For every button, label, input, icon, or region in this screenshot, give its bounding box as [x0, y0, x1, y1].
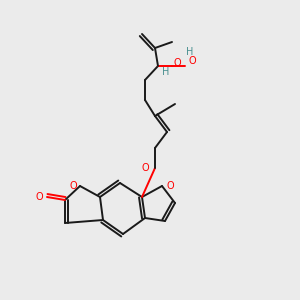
Text: O: O	[173, 58, 181, 68]
Text: H: H	[186, 47, 194, 57]
Text: H: H	[162, 67, 170, 77]
Text: O: O	[35, 192, 43, 202]
Text: O: O	[188, 56, 196, 66]
Text: O: O	[166, 181, 174, 191]
Text: O: O	[141, 163, 149, 173]
Text: O: O	[69, 181, 77, 191]
